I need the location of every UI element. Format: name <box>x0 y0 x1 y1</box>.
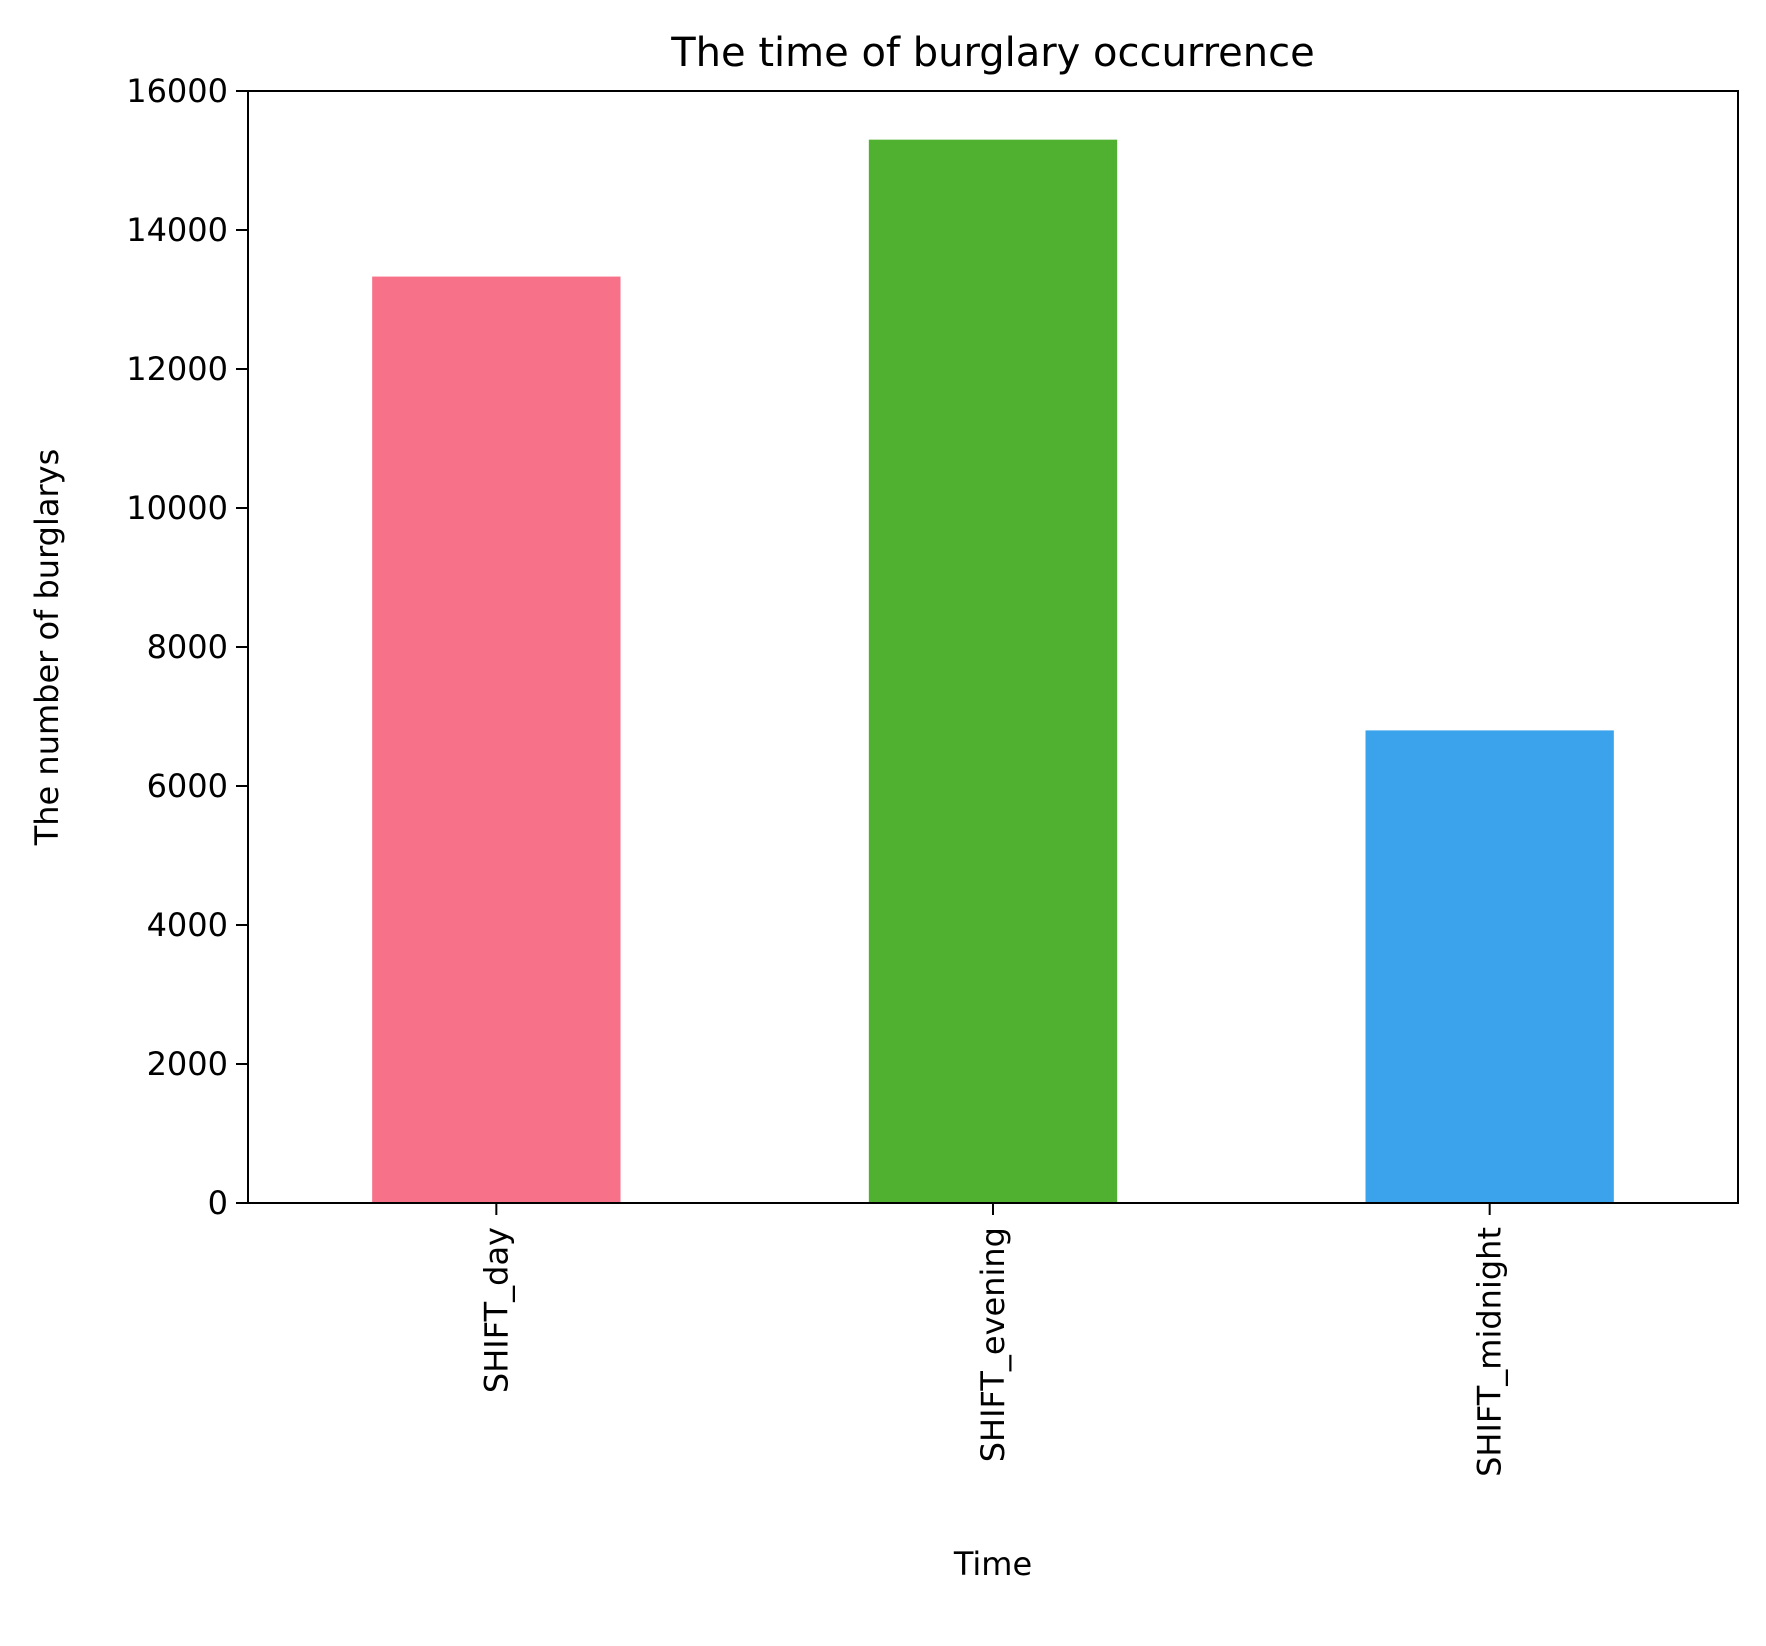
bar-shift-day <box>372 276 621 1203</box>
bar-shift-evening <box>868 139 1118 1203</box>
y-tick-label: 16000 <box>126 72 228 110</box>
y-tick-label: 4000 <box>147 906 228 944</box>
y-tick-label: 0 <box>208 1184 228 1222</box>
y-tick-label: 12000 <box>126 350 228 388</box>
bar-shift-midnight <box>1365 730 1614 1203</box>
y-tick-label: 6000 <box>147 767 228 805</box>
y-tick-label: 2000 <box>147 1045 228 1083</box>
x-axis-label: Time <box>953 1545 1032 1583</box>
y-tick-label: 14000 <box>126 211 228 249</box>
plot-frame <box>247 90 1739 1204</box>
x-axis-ticks: SHIFT_day SHIFT_evening SHIFT_midnight <box>477 1203 1509 1477</box>
x-tick-label: SHIFT_midnight <box>1471 1227 1509 1477</box>
y-axis-ticks: 0 2000 4000 6000 8000 10000 12000 14000 16000 <box>126 72 248 1222</box>
x-tick-label: SHIFT_day <box>477 1227 515 1393</box>
chart-title: The time of burglary occurrence <box>670 30 1314 76</box>
y-tick-label: 8000 <box>147 628 228 666</box>
bars-layer <box>372 139 1614 1203</box>
y-axis-label: The number of burglarys <box>28 449 66 847</box>
y-tick-label: 10000 <box>126 489 228 527</box>
x-tick-label: SHIFT_evening <box>974 1227 1012 1462</box>
